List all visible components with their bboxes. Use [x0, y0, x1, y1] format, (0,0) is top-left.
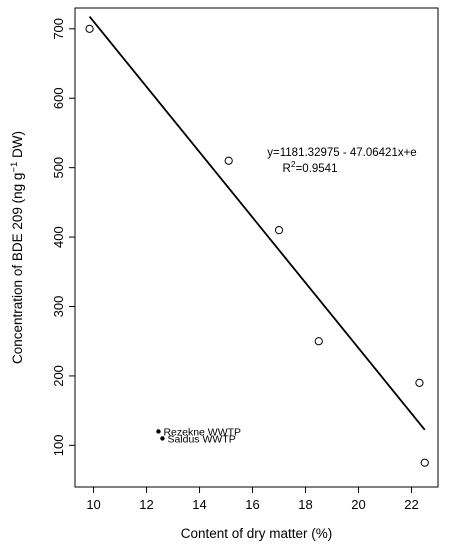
plot-frame — [74, 7, 439, 488]
y-axis-title-tail: DW) — [10, 131, 25, 162]
r-squared-symbol: R — [283, 163, 291, 175]
y-axis-title-superscript: −1 — [9, 162, 20, 173]
y-tick-label: 300 — [51, 296, 66, 318]
x-tick-label: 12 — [139, 497, 153, 512]
data-points — [85, 24, 429, 467]
point-label: Saldus WWTP — [167, 433, 235, 445]
data-point — [314, 337, 323, 346]
x-tick-label: 14 — [192, 497, 206, 512]
regression-line — [88, 15, 426, 431]
regression-equation: y=1181.32975 - 47.06421x+e — [267, 147, 416, 159]
x-tick-label: 22 — [404, 497, 418, 512]
data-point — [85, 24, 94, 33]
y-axis: 100 200 300 400 500 600 700 — [51, 18, 75, 456]
x-tick-label: 20 — [351, 497, 365, 512]
x-tick-label: 16 — [245, 497, 259, 512]
labeled-data-point — [160, 436, 165, 441]
point-label: Rezekne WWTP — [163, 426, 241, 438]
y-tick-label: 200 — [51, 365, 66, 387]
y-tick-label: 500 — [51, 157, 66, 179]
y-axis-title: Concentration of BDE 209 (ng g−1 DW) — [9, 131, 25, 364]
y-tick-label: 100 — [51, 434, 66, 456]
data-point — [420, 458, 429, 467]
regression-line-group — [88, 15, 426, 431]
x-tick-label: 18 — [298, 497, 312, 512]
y-axis-title-main: Concentration of BDE 209 (ng g — [10, 173, 25, 364]
y-tick-label: 600 — [51, 87, 66, 109]
x-axis-title: Content of dry matter (%) — [181, 526, 333, 541]
data-point — [274, 226, 284, 235]
y-tick-label: 400 — [51, 226, 66, 248]
r-squared-superscript: 2 — [291, 159, 296, 169]
data-point — [415, 378, 424, 387]
labeled-data-point — [156, 429, 161, 434]
y-tick-label: 700 — [51, 18, 66, 40]
r-squared-annotation: R2=0.9541 — [283, 159, 338, 175]
x-tick-label: 10 — [86, 497, 100, 512]
x-axis: 10 12 14 16 18 20 22 — [86, 487, 419, 512]
r-squared-value: =0.9541 — [296, 163, 338, 175]
data-point — [224, 156, 233, 165]
